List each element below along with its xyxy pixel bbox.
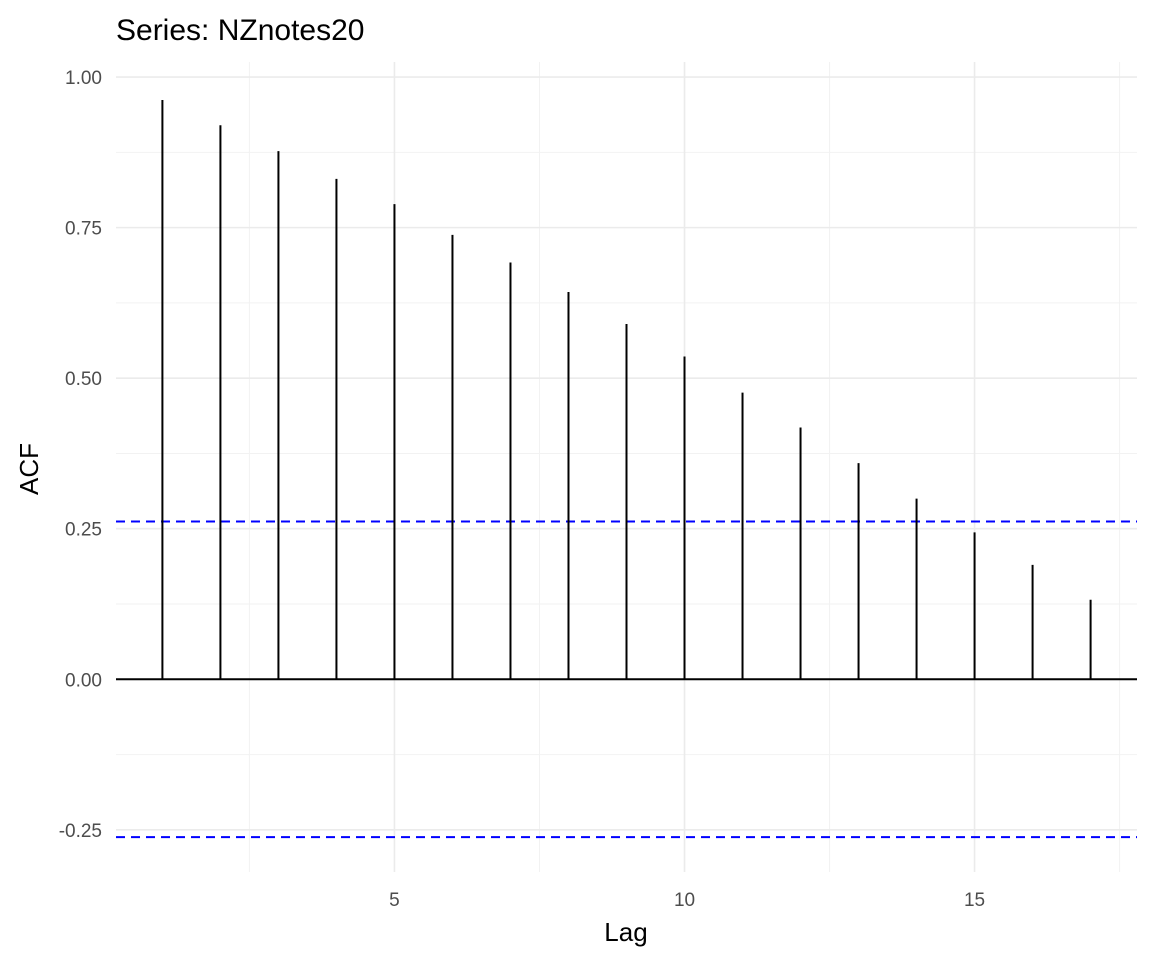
- y-axis-title: ACF: [14, 443, 44, 495]
- tick-labels: -0.25 0.00 0.25 0.50 0.75 1.00 5 10 15: [59, 68, 985, 911]
- x-tick-label: 10: [674, 890, 695, 911]
- y-tick-label: 0.75: [65, 219, 102, 240]
- y-tick-label: 0.50: [65, 369, 102, 390]
- x-tick-label: 15: [964, 890, 985, 911]
- y-tick-label: 0.00: [65, 670, 102, 691]
- x-tick-label: 5: [389, 890, 400, 911]
- chart-title: Series: NZnotes20: [116, 14, 364, 47]
- y-tick-label: 0.25: [65, 520, 102, 541]
- x-axis-title: Lag: [604, 917, 647, 947]
- acf-bars: [116, 99, 1137, 681]
- y-tick-label: -0.25: [59, 821, 102, 842]
- y-tick-label: 1.00: [65, 68, 102, 89]
